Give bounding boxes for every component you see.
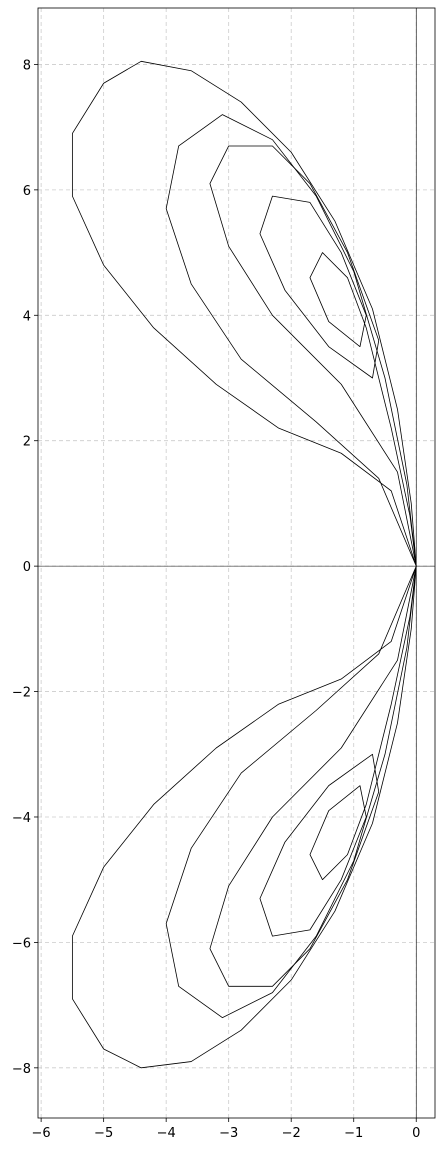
y-tick-label: −2 — [12, 686, 31, 701]
y-tick-label: 0 — [23, 560, 31, 575]
y-tick-label: 6 — [23, 184, 31, 199]
y-tick-label: −8 — [12, 1062, 31, 1077]
trajectory-line — [209, 566, 417, 987]
x-tick-label: −5 — [94, 1126, 113, 1141]
trajectory-line — [209, 145, 417, 567]
y-tick-label: 2 — [23, 435, 31, 450]
x-tick-label: −1 — [344, 1126, 363, 1141]
y-tick-label: −4 — [12, 811, 31, 826]
trajectory-line — [71, 565, 417, 1069]
y-tick-label: 8 — [23, 58, 31, 73]
plot-frame — [37, 7, 436, 1119]
x-tick-label: 0 — [412, 1126, 420, 1141]
y-tick-label: 4 — [23, 309, 31, 324]
y-tick-label: −6 — [12, 936, 31, 951]
x-tick-label: −3 — [219, 1126, 238, 1141]
x-tick-label: −2 — [282, 1126, 301, 1141]
x-tick-label: −6 — [32, 1126, 51, 1141]
trajectory-line — [71, 60, 417, 567]
x-tick-label: −4 — [157, 1126, 176, 1141]
